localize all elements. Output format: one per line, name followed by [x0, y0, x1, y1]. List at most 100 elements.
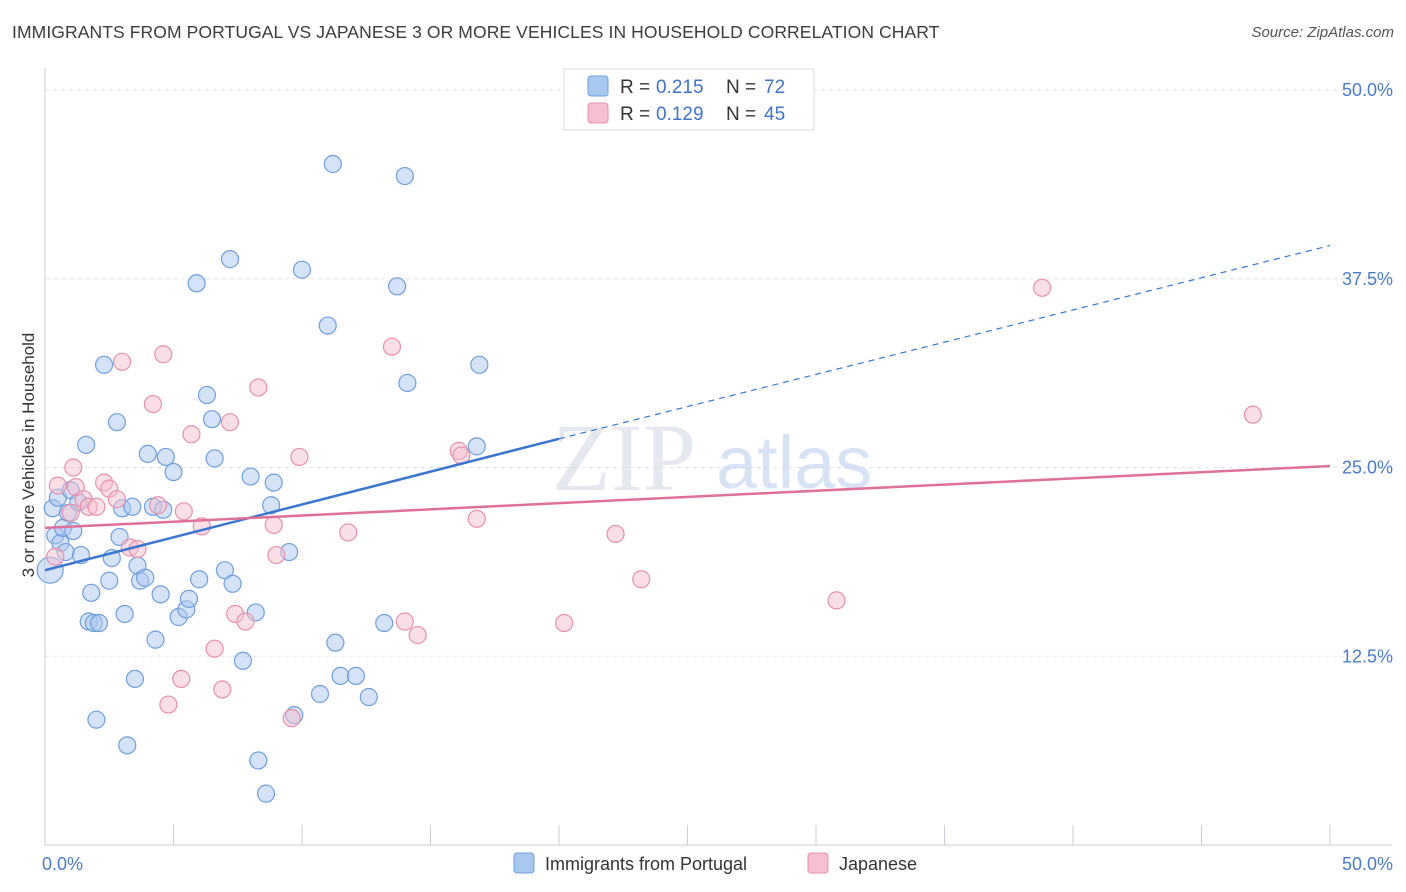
portugal-point: [187, 274, 206, 293]
portugal-point: [326, 633, 345, 652]
japanese-point: [1033, 278, 1052, 297]
series-legend-label-japanese: Japanese: [839, 854, 917, 874]
japanese-point: [467, 509, 486, 528]
series-legend-swatch-japanese: [807, 852, 829, 874]
portugal-point: [398, 373, 417, 393]
legend-swatch-japanese: [587, 102, 609, 124]
japanese-point: [148, 496, 168, 515]
chart-title: IMMIGRANTS FROM PORTUGAL VS JAPANESE 3 O…: [12, 22, 940, 42]
x-tick-label-1: 50.0%: [1342, 854, 1393, 874]
japanese-point: [632, 570, 651, 589]
legend-n-value-portugal: 72: [764, 77, 785, 98]
portugal-point: [202, 410, 222, 429]
portugal-trend-extension: [558, 244, 1331, 440]
portugal-point: [100, 571, 119, 590]
japanese-point: [172, 669, 191, 689]
series-legend: Immigrants from Portugal Japanese: [513, 852, 917, 874]
grid-layer: [45, 89, 1392, 657]
portugal-point: [118, 736, 137, 755]
portugal-point: [241, 467, 260, 486]
japanese-point: [48, 476, 67, 495]
series-legend-label-portugal: Immigrants from Portugal: [545, 854, 747, 874]
legend-r-label-portugal: R =: [620, 77, 650, 98]
chart-source: Source: ZipAtlas.com: [1251, 24, 1394, 41]
portugal-point: [256, 784, 276, 803]
japanese-point: [249, 378, 268, 397]
portugal-point: [375, 613, 394, 633]
x-tick-label-0: 0.0%: [42, 854, 83, 874]
y-tick-label-2: 37.5%: [1342, 269, 1393, 289]
portugal-point: [87, 710, 106, 729]
portugal-point: [138, 444, 157, 464]
portugal-point: [123, 497, 142, 516]
portugal-point: [115, 604, 134, 624]
y-tick-label-3: 50.0%: [1342, 80, 1393, 100]
japanese-point: [64, 458, 83, 477]
legend-swatch-portugal: [587, 75, 609, 97]
legend-n-label-portugal: N =: [726, 77, 756, 98]
japanese-point: [46, 547, 65, 566]
portugal-point: [164, 462, 183, 482]
japanese-point: [339, 523, 358, 542]
stats-legend: R = 0.215 N = 72 R = 0.129 N = 45: [563, 68, 815, 131]
japanese-point: [382, 337, 402, 356]
portugal-point: [82, 583, 101, 602]
axis-layer: [44, 68, 1392, 846]
y-tick-label-0: 12.5%: [1342, 646, 1393, 666]
japanese-point: [408, 626, 427, 645]
legend-r-value-japanese: 0.129: [656, 104, 704, 125]
portugal-point: [310, 684, 330, 704]
portugal-point: [249, 751, 268, 770]
legend-r-label-japanese: R =: [620, 104, 650, 125]
japanese-point: [213, 680, 232, 699]
japanese-point: [220, 413, 240, 432]
portugal-point: [89, 613, 109, 633]
legend-r-value-portugal: 0.215: [656, 77, 704, 98]
portugal-point: [107, 413, 127, 432]
tick-labels: 12.5% 25.0% 37.5% 50.0% 0.0% 50.0%: [42, 80, 1393, 874]
portugal-point: [205, 449, 224, 468]
japanese-point: [143, 394, 163, 414]
y-axis-title: 3 or more Vehicles in Household: [19, 333, 38, 578]
japanese-point: [159, 695, 178, 714]
japanese-point: [282, 709, 301, 728]
portugal-point: [359, 687, 378, 707]
japanese-point: [555, 613, 574, 633]
portugal-point: [346, 666, 366, 685]
portugal-trend-line: [44, 437, 560, 572]
portugal-point: [233, 651, 252, 670]
portugal-point: [151, 585, 170, 604]
japanese-point: [1243, 405, 1263, 424]
japanese-point: [87, 497, 106, 516]
portugal-point: [467, 437, 486, 456]
japanese-point: [395, 612, 414, 631]
japanese-point: [264, 515, 283, 534]
legend-n-label-japanese: N =: [726, 104, 756, 125]
portugal-point: [146, 630, 165, 649]
japanese-point: [174, 502, 193, 521]
portugal-point: [387, 277, 407, 296]
japanese-point: [267, 545, 286, 565]
portugal-point: [197, 385, 217, 405]
portugal-point: [156, 447, 175, 467]
portugal-point: [125, 669, 145, 689]
portugal-point: [136, 568, 155, 587]
portugal-point: [470, 355, 489, 374]
series-legend-swatch-portugal: [513, 852, 535, 874]
points-layer: [36, 154, 1263, 803]
portugal-point: [95, 355, 114, 374]
portugal-point: [190, 570, 209, 589]
japanese-point: [827, 591, 846, 610]
portugal-point: [262, 496, 281, 515]
portugal-point: [215, 561, 234, 580]
portugal-point: [77, 435, 96, 454]
portugal-point: [395, 166, 414, 186]
portugal-point: [331, 666, 350, 685]
portugal-point: [292, 260, 312, 279]
japanese-trend-line: [44, 464, 1331, 530]
japanese-point: [290, 447, 309, 467]
japanese-point: [182, 425, 201, 444]
portugal-point: [179, 589, 199, 608]
trend-layer: [44, 244, 1331, 572]
